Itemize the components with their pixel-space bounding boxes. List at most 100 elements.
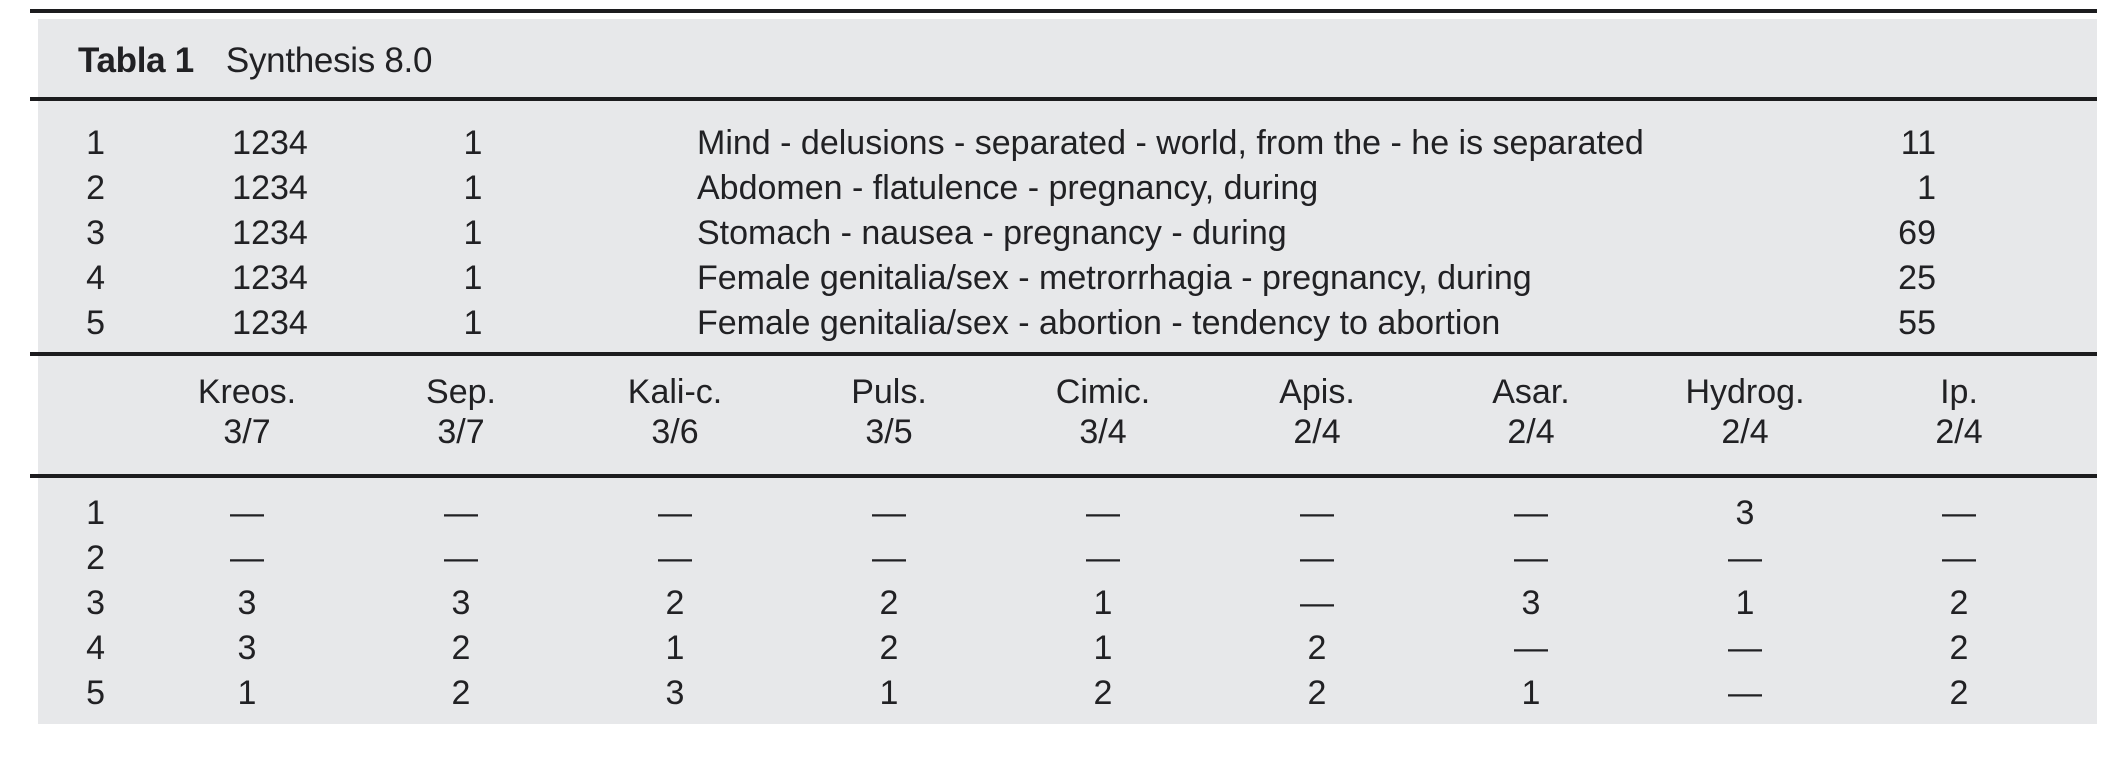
remedy-name: Cimic. bbox=[1055, 373, 1151, 411]
remedy-score: 2/4 bbox=[1293, 413, 1341, 451]
grade-cell: 1 bbox=[1521, 674, 1541, 712]
grade-row: 5 1 2 3 1 2 2 1 — 2 bbox=[0, 671, 2120, 716]
rubric-intensity: 1 bbox=[463, 214, 483, 252]
grade-cell: 3 bbox=[1521, 584, 1541, 622]
rubric-count: 55 bbox=[1898, 304, 1936, 342]
grade-cell: — bbox=[444, 494, 478, 532]
grade-cell: — bbox=[658, 539, 692, 577]
grade-cell: 2 bbox=[879, 584, 899, 622]
rubric-number: 2 bbox=[86, 169, 105, 207]
rubric-code: 1234 bbox=[232, 259, 308, 297]
grade-row-number: 3 bbox=[86, 584, 105, 622]
title-separator-rule bbox=[30, 97, 2097, 101]
grade-cell: — bbox=[658, 494, 692, 532]
grade-cell: — bbox=[1300, 539, 1334, 577]
remedy-column-header: Kreos. 3/7 bbox=[152, 372, 342, 452]
remedy-name: Kreos. bbox=[197, 373, 297, 411]
grade-row: 3 3 3 2 2 1 — 3 1 2 bbox=[0, 581, 2120, 626]
remedy-score: 3/7 bbox=[223, 413, 271, 451]
remedy-name: Puls. bbox=[851, 373, 927, 411]
remedy-score: 3/4 bbox=[1079, 413, 1127, 451]
rubric-text: Female genitalia/sex - abortion - tenden… bbox=[697, 304, 1501, 342]
remedy-score: 2/4 bbox=[1935, 413, 1983, 451]
grade-cell: 2 bbox=[1307, 629, 1327, 667]
remedy-score: 3/7 bbox=[437, 413, 485, 451]
grade-row-number: 4 bbox=[86, 629, 105, 667]
grade-cell: 1 bbox=[1093, 584, 1113, 622]
grade-cell: 2 bbox=[451, 674, 471, 712]
rubric-row: 5 1234 1 Female genitalia/sex - abortion… bbox=[0, 301, 2120, 346]
rubric-text: Female genitalia/sex - metrorrhagia - pr… bbox=[697, 259, 1532, 297]
grade-cell: — bbox=[1514, 539, 1548, 577]
grade-cell: 1 bbox=[879, 674, 899, 712]
remedy-score: 2/4 bbox=[1507, 413, 1555, 451]
grade-cell: — bbox=[1300, 494, 1334, 532]
grade-cell: — bbox=[1728, 674, 1762, 712]
remedy-name: Apis. bbox=[1279, 373, 1355, 411]
remedy-name: Kali-c. bbox=[627, 373, 723, 411]
rubric-count: 11 bbox=[1900, 124, 1936, 162]
grade-cell: — bbox=[1086, 494, 1120, 532]
grade-row-number: 2 bbox=[86, 539, 105, 577]
rubric-text: Mind - delusions - separated - world, fr… bbox=[697, 124, 1644, 162]
rubric-text: Stomach - nausea - pregnancy - during bbox=[697, 214, 1287, 252]
table-background-panel bbox=[38, 19, 2097, 724]
rubric-count: 69 bbox=[1898, 214, 1936, 252]
remedy-column-header: Sep. 3/7 bbox=[366, 372, 556, 452]
rubric-number: 3 bbox=[86, 214, 105, 252]
grade-cell: 2 bbox=[665, 584, 685, 622]
grade-cell: 2 bbox=[1093, 674, 1113, 712]
section-separator-rule bbox=[30, 352, 2097, 356]
grade-row-number: 1 bbox=[86, 494, 105, 532]
rubric-row: 2 1234 1 Abdomen - flatulence - pregnanc… bbox=[0, 166, 2120, 211]
remedy-column-header: Apis. 2/4 bbox=[1222, 372, 1412, 452]
grade-cell: 3 bbox=[1735, 494, 1755, 532]
grade-row: 1 — — — — — — — 3 — bbox=[0, 491, 2120, 536]
grade-cell: 2 bbox=[879, 629, 899, 667]
grade-cell: 1 bbox=[665, 629, 685, 667]
rubric-code: 1234 bbox=[232, 304, 308, 342]
grade-cell: — bbox=[1942, 494, 1976, 532]
table-caption: Tabla 1 Synthesis 8.0 bbox=[78, 41, 432, 81]
remedy-score: 3/6 bbox=[651, 413, 699, 451]
rubric-code: 1234 bbox=[232, 124, 308, 162]
remedy-column-header: Asar. 2/4 bbox=[1436, 372, 1626, 452]
grade-cell: 2 bbox=[1949, 629, 1969, 667]
grade-cell: — bbox=[1300, 584, 1334, 622]
grade-cell: 3 bbox=[237, 584, 257, 622]
remedy-column-header: Cimic. 3/4 bbox=[1008, 372, 1198, 452]
grade-cell: 2 bbox=[1949, 674, 1969, 712]
grade-cell: — bbox=[1514, 629, 1548, 667]
grade-cell: 2 bbox=[451, 629, 471, 667]
grade-cell: 1 bbox=[1735, 584, 1755, 622]
rubric-list: 1 1234 1 Mind - delusions - separated - … bbox=[0, 121, 2120, 346]
grade-row-number: 5 bbox=[86, 674, 105, 712]
remedy-name: Ip. bbox=[1940, 373, 1978, 411]
rubric-number: 1 bbox=[86, 124, 105, 162]
rubric-row: 1 1234 1 Mind - delusions - separated - … bbox=[0, 121, 2120, 166]
remedy-name: Asar. bbox=[1492, 373, 1570, 411]
rubric-intensity: 1 bbox=[463, 259, 483, 297]
rubric-number: 5 bbox=[86, 304, 105, 342]
grade-cell: — bbox=[1728, 539, 1762, 577]
grade-cell: — bbox=[1514, 494, 1548, 532]
rubric-row: 4 1234 1 Female genitalia/sex - metrorrh… bbox=[0, 256, 2120, 301]
rubric-number: 4 bbox=[86, 259, 105, 297]
rubric-row: 3 1234 1 Stomach - nausea - pregnancy - … bbox=[0, 211, 2120, 256]
grade-matrix: 1 — — — — — — — 3 — 2 — — — — — — — — — … bbox=[0, 491, 2120, 716]
grade-cell: 3 bbox=[665, 674, 685, 712]
rubric-intensity: 1 bbox=[463, 304, 483, 342]
remedy-name: Hydrog. bbox=[1685, 373, 1805, 411]
remedy-header-row: Kreos. 3/7 Sep. 3/7 Kali-c. 3/6 Puls. 3/… bbox=[0, 372, 2120, 456]
rubric-count: 25 bbox=[1898, 259, 1936, 297]
rubric-code: 1234 bbox=[232, 214, 308, 252]
grade-cell: — bbox=[872, 539, 906, 577]
remedy-column-header: Ip. 2/4 bbox=[1864, 372, 2054, 452]
table-label: Tabla 1 bbox=[78, 41, 194, 80]
grade-cell: — bbox=[230, 539, 264, 577]
grade-cell: 3 bbox=[451, 584, 471, 622]
grade-row: 2 — — — — — — — — — bbox=[0, 536, 2120, 581]
grade-cell: 1 bbox=[1093, 629, 1113, 667]
grade-cell: — bbox=[230, 494, 264, 532]
table-title: Synthesis 8.0 bbox=[225, 41, 433, 80]
